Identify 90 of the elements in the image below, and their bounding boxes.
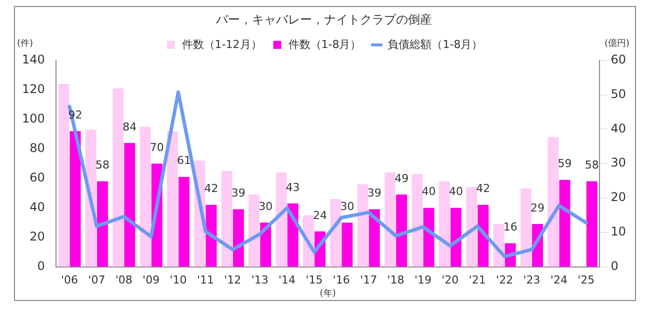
bar bbox=[559, 180, 570, 267]
y-tick-label: 100 bbox=[22, 111, 45, 126]
y-axis-title: (件) bbox=[16, 38, 34, 50]
y2-tick-label: 50 bbox=[610, 86, 626, 101]
data-label: 40 bbox=[422, 185, 436, 198]
data-label: 29 bbox=[530, 201, 545, 214]
bar bbox=[368, 209, 380, 267]
y2-tick-label: 10 bbox=[610, 224, 626, 239]
bar bbox=[58, 84, 70, 267]
data-label: 39 bbox=[367, 186, 382, 200]
x-tick-label: '14 bbox=[278, 273, 296, 286]
data-label: 61 bbox=[177, 154, 192, 168]
bar bbox=[450, 208, 462, 267]
x-tick-label: '16 bbox=[332, 273, 350, 286]
bar bbox=[96, 181, 108, 267]
bar bbox=[586, 181, 598, 267]
x-tick-label: '08 bbox=[115, 273, 132, 286]
bar bbox=[384, 172, 396, 267]
bar bbox=[206, 204, 217, 267]
x-tick-label: '20 bbox=[442, 273, 459, 286]
x-tick-label: '06 bbox=[60, 273, 78, 286]
x-axis-title: (年) bbox=[320, 288, 336, 299]
y-tick-label: 0 bbox=[37, 258, 45, 273]
y-tick-label: 40 bbox=[30, 200, 45, 214]
x-tick-label: '12 bbox=[224, 273, 242, 286]
bar bbox=[112, 88, 124, 267]
data-label: 24 bbox=[313, 208, 327, 222]
bar bbox=[167, 131, 178, 267]
bar bbox=[357, 184, 368, 267]
bar bbox=[412, 174, 423, 267]
data-label: 30 bbox=[258, 200, 273, 213]
bar bbox=[70, 131, 81, 267]
bar bbox=[178, 176, 190, 267]
x-tick-label: '07 bbox=[88, 273, 106, 286]
data-label: 70 bbox=[150, 140, 164, 154]
legend-label: 件数（1-12月） bbox=[182, 38, 262, 51]
bar bbox=[478, 204, 489, 267]
x-tick-label: '13 bbox=[251, 273, 268, 286]
data-label: 49 bbox=[394, 172, 409, 185]
x-tick-label: '18 bbox=[387, 273, 404, 286]
data-label: 58 bbox=[584, 158, 599, 172]
x-tick-label: '11 bbox=[196, 273, 214, 286]
legend-label: 負債総額（1-8月） bbox=[388, 38, 483, 51]
bar bbox=[221, 170, 232, 267]
bar bbox=[396, 194, 408, 267]
data-label: 84 bbox=[122, 120, 137, 134]
data-label: 58 bbox=[95, 158, 110, 172]
bar bbox=[520, 188, 532, 267]
y2-axis-title: (億円) bbox=[604, 38, 630, 50]
y-tick-label: 80 bbox=[30, 140, 45, 155]
x-tick-label: '22 bbox=[496, 273, 514, 286]
data-label: 39 bbox=[231, 186, 246, 200]
data-label: 16 bbox=[503, 220, 518, 234]
bar bbox=[466, 187, 478, 267]
x-tick-label: '10 bbox=[170, 273, 187, 286]
bar bbox=[248, 194, 260, 267]
chart-title: バー，キャバレー，ナイトクラブの倒産 bbox=[215, 12, 432, 26]
y-tick-label: 20 bbox=[30, 229, 45, 244]
y2-tick-label: 60 bbox=[610, 52, 626, 67]
bar bbox=[548, 137, 559, 267]
bar bbox=[232, 209, 244, 267]
bar bbox=[330, 198, 342, 267]
data-label: 40 bbox=[448, 185, 463, 198]
x-tick-label: '24 bbox=[550, 273, 568, 286]
x-tick-label: '21 bbox=[468, 273, 486, 286]
data-label: 42 bbox=[204, 182, 218, 196]
y2-tick-label: 40 bbox=[610, 121, 626, 136]
y2-tick-label: 30 bbox=[610, 156, 626, 170]
x-tick-label: '25 bbox=[578, 273, 595, 286]
bar bbox=[423, 208, 434, 267]
bar bbox=[342, 222, 353, 267]
y2-tick-label: 20 bbox=[610, 190, 626, 204]
y-tick-label: 140 bbox=[22, 52, 45, 67]
data-label: 30 bbox=[340, 200, 354, 213]
legend-label: 件数（1-8月） bbox=[288, 38, 362, 51]
y-tick-label: 120 bbox=[22, 82, 45, 96]
data-label: 42 bbox=[476, 182, 490, 196]
y-tick-label: 60 bbox=[30, 170, 45, 184]
bar bbox=[438, 181, 450, 267]
x-tick-label: '19 bbox=[414, 273, 432, 286]
x-tick-label: '17 bbox=[360, 273, 378, 286]
bar bbox=[140, 126, 151, 267]
x-tick-label: '09 bbox=[142, 273, 160, 286]
x-tick-label: '23 bbox=[523, 273, 540, 286]
bar bbox=[124, 142, 136, 267]
bar bbox=[276, 172, 287, 267]
data-label: 43 bbox=[286, 180, 300, 194]
data-label: 59 bbox=[558, 157, 572, 170]
y2-tick-label: 0 bbox=[610, 258, 618, 273]
x-tick-label: '15 bbox=[306, 273, 323, 286]
